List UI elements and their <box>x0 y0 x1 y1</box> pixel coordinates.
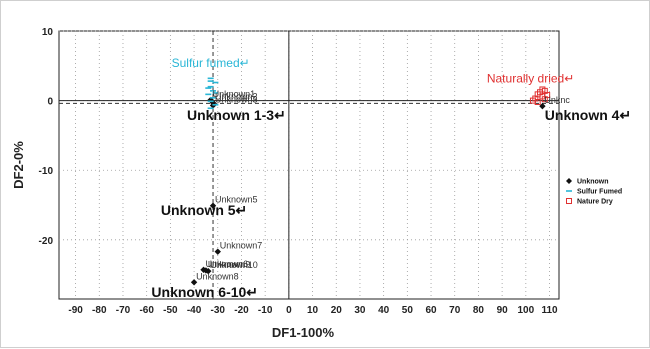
x-tick-label: 90 <box>497 305 509 316</box>
point-label: Unknown2 <box>215 92 258 102</box>
x-tick-label: 80 <box>473 305 485 316</box>
scatter-point-sulfur-fumed <box>210 97 217 99</box>
point-label: Unknown9 <box>208 259 251 269</box>
x-tick-label: -70 <box>116 305 131 316</box>
point-label: Unknown1 <box>213 89 256 99</box>
x-tick-label: -30 <box>211 305 226 316</box>
x-tick-label: 0 <box>286 305 292 316</box>
x-tick-label: 100 <box>517 305 534 316</box>
scatter-point-sulfur-fumed <box>205 93 212 96</box>
scatter-point-sulfur-fumed <box>212 81 219 84</box>
y-tick-label: -20 <box>39 236 54 247</box>
group-label: Unknown 5↵ <box>161 202 247 218</box>
scatter-point-unknown <box>205 267 212 275</box>
x-tick-label: 40 <box>378 305 390 316</box>
x-tick-label: -20 <box>234 305 249 316</box>
x-tick-label: -60 <box>139 305 154 316</box>
x-tick-label: 70 <box>449 305 461 316</box>
scatter-point-nature-dry <box>539 86 546 93</box>
x-tick-label: 110 <box>541 305 558 316</box>
point-label: Unknown6 <box>206 259 249 269</box>
point-label: Unknc <box>544 95 570 105</box>
x-tick-label: -40 <box>187 305 202 316</box>
x-tick-label: 50 <box>402 305 414 316</box>
x-axis-title: DF1-100% <box>272 325 335 340</box>
group-label: Unknown 4↵ <box>545 107 631 123</box>
y-tick-label: 0 <box>47 97 53 108</box>
x-tick-label: -80 <box>92 305 107 316</box>
y-tick-label: -10 <box>39 166 54 177</box>
scatter-point-sulfur-fumed <box>207 100 214 103</box>
x-tick-label: 20 <box>331 305 343 316</box>
scatter-point-unknown <box>209 202 217 209</box>
scatter-point-nature-dry <box>541 96 548 103</box>
group-label: Unknown 1-3↵ <box>187 107 286 123</box>
y-axis-title: DF2-0% <box>11 141 26 189</box>
legend-label: Sulfur Fumed <box>577 189 622 196</box>
scatter-point-sulfur-fumed <box>210 90 217 92</box>
x-tick-label: 60 <box>425 305 437 316</box>
x-tick-label: -10 <box>258 305 273 316</box>
scatter-point-sulfur-fumed <box>207 107 214 110</box>
x-tick-label: 10 <box>307 305 319 316</box>
point-label: Unknown5 <box>215 195 258 205</box>
legend-label: Nature Dry <box>577 199 613 206</box>
x-tick-label: -50 <box>163 305 178 316</box>
legend-marker-unknown <box>566 178 572 184</box>
group-label: Unknown 6-10↵ <box>151 284 258 300</box>
scatter-point-nature-dry <box>534 99 541 106</box>
class-label: Naturally dried↵ <box>487 72 574 86</box>
point-label: Unknown8 <box>196 271 239 281</box>
plot-area <box>58 30 560 300</box>
point-label: Unknown7 <box>220 241 263 251</box>
point-label: Unknown3 <box>215 94 258 104</box>
scatter-point-unknown <box>539 102 546 110</box>
y-tick-label: 10 <box>42 27 54 38</box>
x-tick-label: 30 <box>354 305 366 316</box>
scatter-point-sulfur-fumed <box>205 87 212 89</box>
legend-marker-sulfur-fumed <box>566 190 572 192</box>
legend-label: Unknown <box>577 179 609 186</box>
point-label: Unknown10 <box>210 260 258 270</box>
scatter-point-sulfur-fumed <box>212 103 219 106</box>
scatter-point-sulfur-fumed <box>207 80 214 82</box>
scatter-point-unknown <box>190 279 198 286</box>
class-label: Sulfur fumed↵ <box>172 56 250 70</box>
x-tick-label: -90 <box>68 305 83 316</box>
scatter-point-unknown <box>214 248 221 255</box>
scatter-point-sulfur-fumed <box>212 92 219 94</box>
legend-marker-nature-dry <box>566 198 572 204</box>
scatter-point-sulfur-fumed <box>207 85 214 88</box>
scatter-point-sulfur-fumed <box>207 77 214 80</box>
